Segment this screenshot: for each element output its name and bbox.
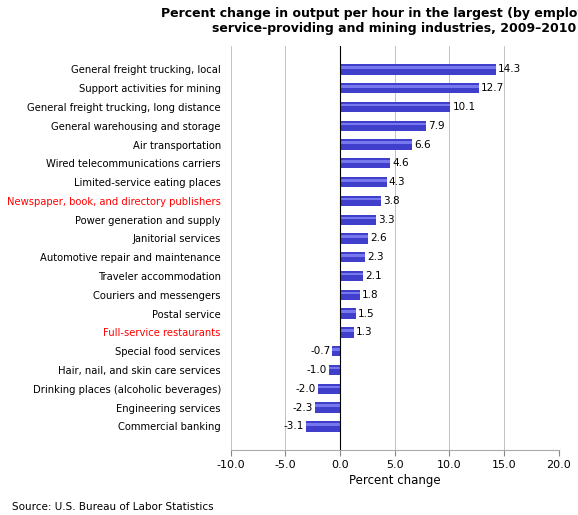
Bar: [340, 177, 387, 187]
Bar: [340, 252, 365, 263]
Text: 4.3: 4.3: [389, 177, 406, 187]
Bar: [340, 308, 356, 319]
Bar: [340, 66, 497, 69]
Text: 10.1: 10.1: [453, 102, 476, 112]
Text: 1.8: 1.8: [362, 290, 378, 300]
Bar: [340, 215, 376, 225]
Text: 3.8: 3.8: [383, 196, 400, 206]
Text: 14.3: 14.3: [498, 64, 521, 74]
Bar: [340, 196, 381, 206]
Bar: [340, 291, 360, 294]
Bar: [340, 327, 354, 337]
Bar: [340, 289, 360, 300]
Bar: [315, 404, 340, 407]
Text: Source: U.S. Bureau of Labor Statistics: Source: U.S. Bureau of Labor Statistics: [12, 503, 213, 512]
Text: 2.6: 2.6: [370, 233, 387, 244]
X-axis label: Percent change: Percent change: [349, 474, 440, 488]
Bar: [332, 346, 340, 356]
Text: 1.3: 1.3: [356, 328, 373, 337]
Text: 2.3: 2.3: [367, 252, 384, 262]
Bar: [340, 254, 365, 256]
Bar: [340, 273, 363, 276]
Bar: [340, 198, 381, 200]
Bar: [332, 348, 340, 351]
Bar: [340, 123, 427, 125]
Bar: [340, 233, 368, 244]
Bar: [340, 64, 497, 75]
Text: 1.5: 1.5: [358, 308, 375, 319]
Text: -0.7: -0.7: [310, 346, 330, 356]
Bar: [340, 104, 450, 107]
Bar: [340, 160, 390, 163]
Bar: [340, 271, 363, 281]
Text: 6.6: 6.6: [414, 140, 431, 149]
Text: 2.1: 2.1: [365, 271, 381, 281]
Bar: [340, 179, 387, 181]
Title: Percent change in output per hour in the largest (by employment)
service-providi: Percent change in output per hour in the…: [161, 7, 578, 35]
Text: 12.7: 12.7: [481, 83, 504, 93]
Text: -2.0: -2.0: [296, 384, 316, 394]
Bar: [329, 367, 340, 369]
Bar: [318, 386, 340, 388]
Text: -1.0: -1.0: [307, 365, 327, 375]
Text: 3.3: 3.3: [378, 215, 395, 225]
Bar: [340, 141, 412, 144]
Bar: [340, 216, 376, 219]
Bar: [306, 423, 340, 426]
Text: 4.6: 4.6: [392, 158, 409, 168]
Bar: [340, 311, 356, 313]
Text: 7.9: 7.9: [428, 121, 445, 131]
Bar: [340, 85, 479, 88]
Bar: [340, 329, 354, 332]
Bar: [318, 384, 340, 394]
Text: -2.3: -2.3: [292, 403, 313, 413]
Bar: [315, 402, 340, 413]
Bar: [340, 140, 412, 150]
Bar: [340, 121, 427, 131]
Bar: [306, 421, 340, 432]
Bar: [340, 83, 479, 93]
Bar: [329, 365, 340, 375]
Bar: [340, 102, 450, 112]
Bar: [340, 158, 390, 168]
Bar: [340, 235, 368, 238]
Text: -3.1: -3.1: [284, 421, 304, 432]
